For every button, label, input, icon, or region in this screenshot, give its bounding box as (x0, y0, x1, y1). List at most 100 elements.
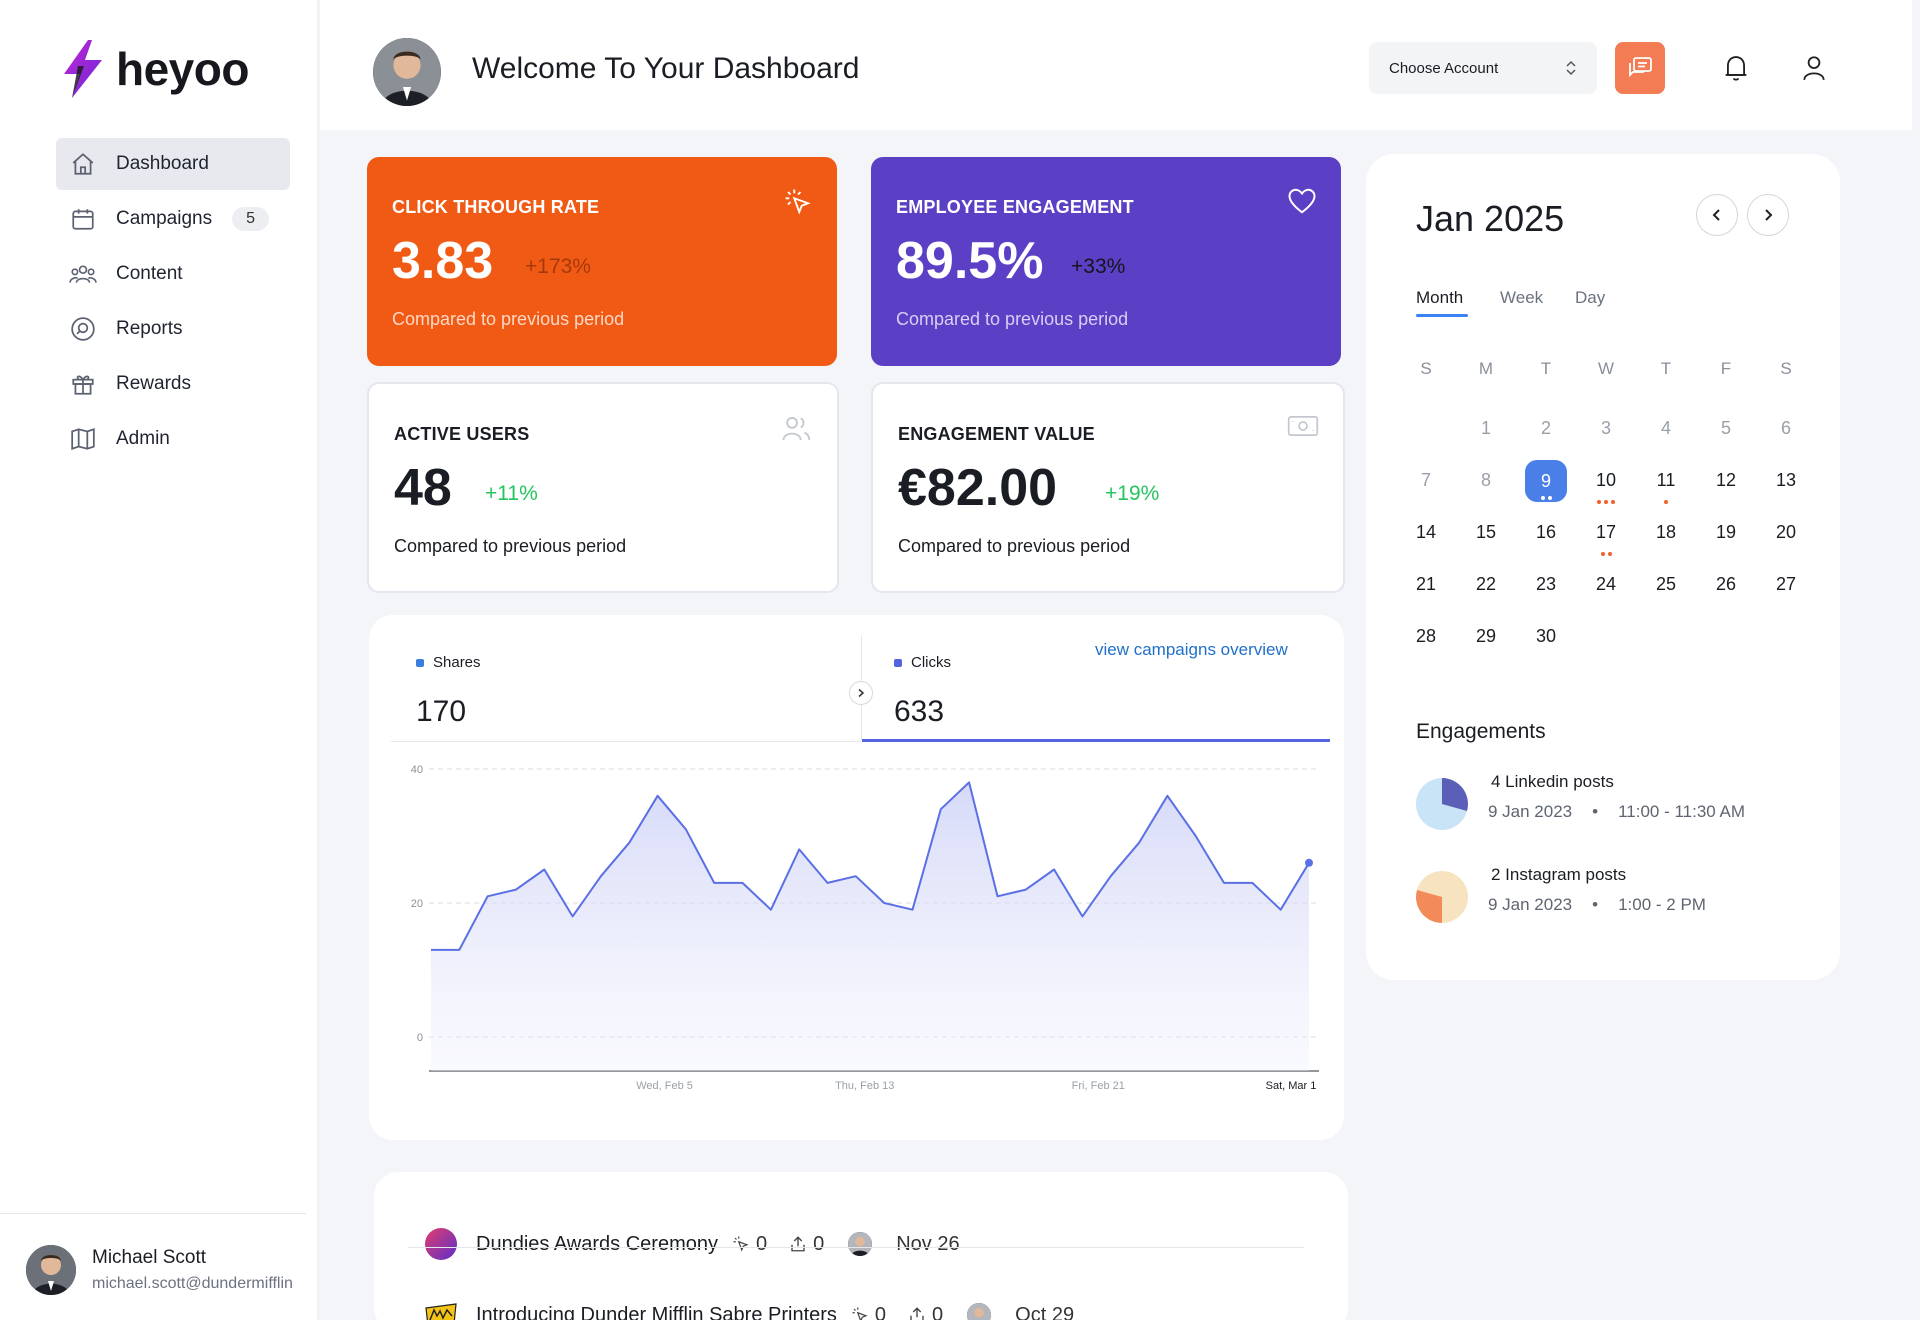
x-tick-label: Thu, Feb 13 (835, 1080, 894, 1092)
sort-arrows-icon (1566, 60, 1576, 76)
next-month-button[interactable] (1747, 194, 1789, 236)
list-divider (408, 1247, 1304, 1248)
shares-legend[interactable]: Shares (416, 654, 481, 671)
calendar-day[interactable]: 18 (1655, 522, 1677, 542)
weekday-label: S (1780, 359, 1792, 378)
stat-value: €82.00 (898, 459, 1058, 517)
calendar-day[interactable]: 12 (1715, 470, 1737, 490)
messages-button[interactable] (1615, 42, 1665, 94)
calendar-day[interactable]: 23 (1535, 574, 1557, 594)
calendar-day[interactable]: 3 (1600, 418, 1611, 438)
calendar-day[interactable]: 17 (1576, 508, 1636, 560)
campaign-title: Introducing Dunder Mifflin Sabre Printer… (476, 1303, 837, 1320)
sidebar-item-label: Campaigns (116, 208, 213, 229)
view-campaigns-link[interactable]: view campaigns overview (1095, 640, 1288, 659)
sidebar-item-reports[interactable]: Reports (56, 303, 290, 355)
weekday-label: T (1540, 359, 1552, 378)
calendar-day[interactable]: 24 (1595, 574, 1617, 594)
engagement-meta: 9 Jan 2023 • 11:00 - 11:30 AM (1488, 802, 1745, 822)
stat-title: EMPLOYEE ENGAGEMENT (896, 197, 1134, 217)
calendar-day[interactable]: 30 (1535, 626, 1557, 646)
tab-month[interactable]: Month (1416, 288, 1464, 307)
calendar-day[interactable]: 25 (1655, 574, 1677, 594)
y-tick-label: 40 (411, 764, 423, 776)
engagement-item[interactable]: 2 Instagram posts 9 Jan 2023 • 1:00 - 2 … (1416, 865, 1706, 923)
calendar-day[interactable]: 5 (1720, 418, 1731, 438)
tab-day[interactable]: Day (1575, 288, 1606, 307)
profile-button[interactable] (1796, 50, 1832, 86)
bullet-separator: • (1592, 895, 1599, 914)
campaign-logo-icon (425, 1303, 457, 1320)
calendar-day[interactable]: 15 (1475, 522, 1497, 542)
calendar-week: 7 8 9 10 11 12 13 (1396, 456, 1816, 508)
avatar[interactable] (373, 38, 441, 106)
calendar-day[interactable]: 13 (1775, 470, 1797, 490)
active-users-card[interactable]: ACTIVE USERS 48 +11% Compared to previou… (367, 382, 839, 593)
calendar-day[interactable]: 26 (1715, 574, 1737, 594)
logo[interactable]: heyoo (62, 40, 249, 98)
notifications-button[interactable] (1718, 50, 1754, 86)
calendar-day[interactable]: 27 (1775, 574, 1797, 594)
calendar-day[interactable]: 1 (1480, 418, 1491, 438)
calendar-week: 21 22 23 24 25 26 27 (1396, 560, 1816, 612)
engagement-value-card[interactable]: ENGAGEMENT VALUE €82.00 +19% Compared to… (871, 382, 1345, 593)
calendar-day[interactable]: 7 (1420, 470, 1431, 490)
calendar-day[interactable]: 10 (1576, 456, 1636, 508)
tab-week[interactable]: Week (1500, 288, 1544, 307)
cursor-click-icon (783, 187, 813, 222)
clicks-legend[interactable]: Clicks (894, 654, 951, 671)
sidebar-item-label: Rewards (116, 373, 191, 394)
metric-switch-button[interactable] (849, 681, 873, 705)
app-name: heyoo (116, 43, 249, 95)
list-item[interactable]: Introducing Dunder Mifflin Sabre Printer… (424, 1285, 1304, 1320)
calendar-day[interactable]: 11 (1636, 456, 1696, 508)
sidebar-item-rewards[interactable]: Rewards (56, 358, 290, 410)
list-item[interactable]: Dundies Awards Ceremony 0 0 Nov 26 (424, 1214, 1304, 1274)
calendar-day[interactable]: 2 (1540, 418, 1551, 438)
stat-title: CLICK THROUGH RATE (392, 197, 600, 217)
account-select[interactable]: Choose Account (1369, 42, 1597, 94)
engagement-item[interactable]: 4 Linkedin posts 9 Jan 2023 • 11:00 - 11… (1416, 772, 1745, 830)
stat-title: ENGAGEMENT VALUE (898, 424, 1095, 444)
campaign-shares: 0 (908, 1304, 943, 1320)
calendar-day[interactable]: 6 (1780, 418, 1791, 438)
event-dots (1636, 500, 1696, 504)
calendar-day[interactable]: 29 (1475, 626, 1497, 646)
calendar-day[interactable]: 8 (1480, 470, 1491, 490)
weekday-label: F (1720, 359, 1732, 378)
sidebar-item-dashboard[interactable]: Dashboard (56, 138, 290, 190)
ctr-card[interactable]: CLICK THROUGH RATE 3.83 +173% Compared t… (367, 157, 837, 366)
shares-legend-dot (416, 658, 424, 667)
campaign-date: Oct 29 (1015, 1303, 1075, 1320)
x-tick-label: Wed, Feb 5 (636, 1080, 693, 1092)
shares-underline (391, 741, 861, 742)
calendar-day[interactable]: 21 (1415, 574, 1437, 594)
sidebar-item-content[interactable]: Content (56, 248, 290, 300)
shares-count: 0 (932, 1303, 944, 1320)
calendar-day-selected[interactable]: 9 (1516, 456, 1576, 508)
calendar-day[interactable]: 16 (1535, 522, 1557, 542)
calendar-icon (68, 204, 98, 234)
user-profile[interactable]: Michael Scott michael.scott@dundermiffli… (26, 1245, 293, 1295)
chevron-right-icon (858, 688, 865, 698)
bullet-separator: • (1592, 802, 1599, 821)
calendar-day[interactable]: 4 (1660, 418, 1671, 438)
sidebar-item-admin[interactable]: Admin (56, 413, 290, 465)
campaign-chart-card: Shares 170 Clicks 633 view campaigns ove… (369, 615, 1344, 1140)
stat-subtitle: Compared to previous period (394, 536, 627, 556)
sidebar-item-campaigns[interactable]: Campaigns 5 (56, 193, 290, 245)
engagement-pie-icon (1416, 871, 1468, 923)
calendar-day[interactable]: 19 (1715, 522, 1737, 542)
prev-month-button[interactable] (1696, 194, 1738, 236)
calendar-day[interactable]: 28 (1415, 626, 1437, 646)
weekday-label: T (1660, 359, 1672, 378)
engagement-card[interactable]: EMPLOYEE ENGAGEMENT 89.5% +33% Compared … (871, 157, 1341, 366)
calendar-week: 1 2 3 4 5 6 (1396, 404, 1816, 456)
calendar-day[interactable]: 22 (1475, 574, 1497, 594)
calendar-day[interactable]: 20 (1775, 522, 1797, 542)
calendar-week: 14 15 16 17 18 19 20 (1396, 508, 1816, 560)
clicks-active-underline (862, 739, 1330, 742)
stat-change: +11% (485, 482, 538, 505)
chevron-left-icon (1712, 209, 1720, 221)
calendar-day[interactable]: 14 (1415, 522, 1437, 542)
